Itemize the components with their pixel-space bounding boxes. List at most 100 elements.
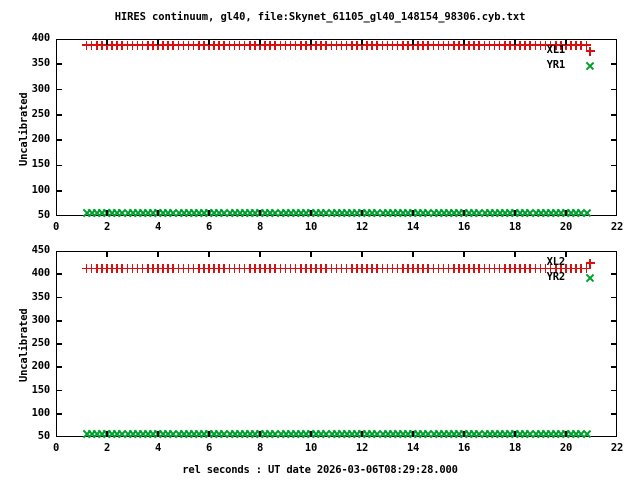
- bottom-y-axis-title: Uncalibrated: [18, 308, 30, 382]
- x-tick-mark: [106, 251, 108, 257]
- x-tick-mark: [463, 251, 465, 257]
- y-tick-label: 450: [31, 244, 51, 256]
- x-tick-mark: [514, 431, 516, 437]
- x-tick-label: 8: [256, 221, 264, 233]
- x-tick-mark: [361, 431, 363, 437]
- x-tick-mark: [106, 39, 108, 45]
- legend-label-xl2: XL2: [546, 256, 566, 268]
- y-tick-mark: [56, 63, 62, 66]
- x-tick-label: 8: [256, 442, 264, 454]
- x-tick-mark: [157, 210, 159, 216]
- x-tick-mark: [463, 431, 465, 437]
- x-tick-mark: [361, 251, 363, 257]
- x-tick-mark: [310, 210, 312, 216]
- x-tick-label: 0: [52, 442, 60, 454]
- bottom-plot-frame: [56, 251, 617, 437]
- x-tick-mark: [208, 251, 210, 257]
- x-tick-label: 18: [508, 221, 522, 233]
- y-tick-mark: [56, 412, 62, 415]
- y-tick-label: 100: [31, 406, 51, 419]
- x-tick-mark: [259, 431, 261, 437]
- x-tick-mark: [463, 210, 465, 216]
- x-tick-mark: [463, 39, 465, 45]
- x-tick-mark: [514, 210, 516, 216]
- x-tick-label: 2: [103, 221, 111, 233]
- x-tick-label: 14: [406, 442, 420, 454]
- x-axis-title: rel seconds : UT date 2026-03-06T08:29:2…: [182, 464, 458, 476]
- y-tick-mark: [56, 273, 62, 276]
- y-tick-mark: [611, 63, 617, 66]
- x-tick-label: 10: [304, 221, 318, 233]
- x-tick-mark: [310, 431, 312, 437]
- x-tick-label: 4: [154, 221, 162, 233]
- x-tick-label: 10: [304, 442, 318, 454]
- x-tick-label: 14: [406, 221, 420, 233]
- x-tick-mark: [208, 210, 210, 216]
- y-tick-label: 200: [31, 360, 51, 373]
- x-tick-label: 12: [355, 442, 369, 454]
- x-tick-mark: [361, 39, 363, 45]
- y-tick-label: 350: [31, 290, 51, 303]
- top-plot-frame: [56, 39, 617, 216]
- x-tick-label: 18: [508, 442, 522, 454]
- x-tick-label: 6: [205, 221, 213, 233]
- x-tick-label: 16: [457, 221, 471, 233]
- y-tick-label: 150: [31, 158, 51, 171]
- x-tick-label: 22: [610, 442, 624, 454]
- x-tick-mark: [310, 251, 312, 257]
- x-tick-mark: [565, 251, 567, 257]
- x-tick-label: 20: [559, 221, 573, 233]
- cross-marker-icon: [586, 274, 595, 283]
- x-tick-mark: [208, 39, 210, 45]
- x-tick-mark: [514, 39, 516, 45]
- y-tick-label: 250: [31, 107, 51, 120]
- y-tick-mark: [56, 389, 62, 392]
- y-tick-label: 50: [37, 430, 50, 442]
- y-tick-label: 200: [31, 133, 51, 146]
- y-tick-mark: [56, 296, 62, 299]
- x-tick-label: 0: [52, 221, 60, 233]
- x-tick-label: 16: [457, 442, 471, 454]
- y-tick-mark: [56, 114, 62, 116]
- y-tick-mark: [56, 319, 62, 322]
- x-tick-mark: [259, 251, 261, 257]
- x-tick-mark: [310, 39, 312, 45]
- x-tick-mark: [259, 210, 261, 216]
- y-tick-mark: [611, 366, 617, 369]
- y-tick-label: 400: [31, 267, 51, 280]
- y-tick-mark: [611, 164, 617, 167]
- x-tick-mark: [157, 431, 159, 437]
- y-tick-mark: [56, 189, 62, 192]
- x-tick-label: 4: [154, 442, 162, 454]
- y-tick-mark: [56, 343, 62, 345]
- x-tick-mark: [259, 39, 261, 45]
- x-tick-mark: [412, 210, 414, 216]
- x-tick-mark: [412, 251, 414, 257]
- y-tick-label: 350: [31, 57, 51, 70]
- y-tick-label: 400: [31, 32, 51, 44]
- y-tick-mark: [611, 389, 617, 392]
- plus-marker-icon: [585, 258, 595, 268]
- y-tick-mark: [611, 273, 617, 276]
- plus-marker-icon: [585, 46, 595, 56]
- x-tick-label: 6: [205, 442, 213, 454]
- y-tick-mark: [611, 189, 617, 192]
- legend-label-yr2: YR2: [546, 271, 566, 283]
- legend-label-xl1: XL1: [546, 44, 566, 56]
- x-tick-mark: [565, 431, 567, 437]
- y-tick-mark: [56, 366, 62, 369]
- y-tick-label: 300: [31, 313, 51, 326]
- y-tick-mark: [611, 114, 617, 116]
- x-tick-mark: [412, 431, 414, 437]
- x-tick-label: 12: [355, 221, 369, 233]
- x-tick-mark: [157, 251, 159, 257]
- y-tick-mark: [611, 139, 617, 141]
- y-tick-mark: [56, 88, 62, 91]
- y-tick-mark: [611, 296, 617, 299]
- x-tick-mark: [106, 431, 108, 437]
- y-tick-mark: [611, 343, 617, 345]
- y-tick-mark: [611, 412, 617, 415]
- x-tick-mark: [157, 39, 159, 45]
